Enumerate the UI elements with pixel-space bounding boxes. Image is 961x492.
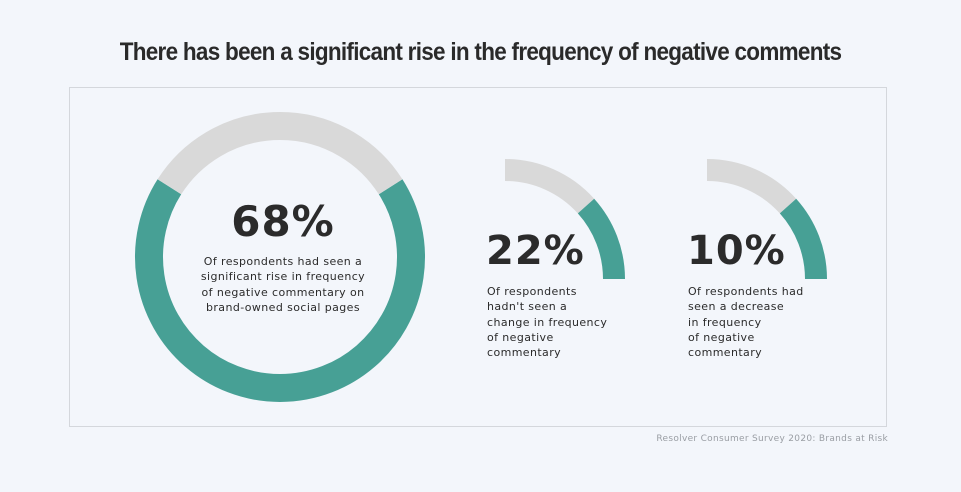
description-line: significant rise in frequency (200, 270, 366, 284)
chart-panel (69, 87, 887, 427)
value-label-68: 68% (231, 197, 335, 246)
gauge-track (706, 159, 797, 214)
page-title: There has been a significant rise in the… (119, 38, 842, 66)
description-line: Of respondents had (688, 285, 804, 298)
description-22: Of respondents hadn't seen a change in fre… (487, 284, 607, 360)
source-note: Resolver Consumer Survey 2020: Brands at… (656, 434, 888, 444)
description-line: Of respondents had seen a (203, 255, 363, 268)
description-10: Of respondents had seen a decrease in freq… (688, 284, 804, 360)
description-68: Of respondents had seen a significant ris… (180, 254, 386, 315)
donut-68 (135, 112, 425, 402)
description-line: Of respondents (487, 285, 577, 298)
gauge-value (577, 198, 625, 280)
gauge-value (779, 198, 827, 280)
description-line: in frequency (688, 315, 762, 329)
description-line: of negative (688, 330, 755, 344)
description-line: change in frequency (487, 315, 608, 329)
gauge-22 (504, 159, 625, 280)
description-line: of negative (487, 330, 554, 344)
description-line: seen a decrease (688, 300, 785, 314)
value-label-10: 10% (687, 228, 786, 274)
description-line: commentary (688, 346, 763, 360)
description-line: hadn't seen a (487, 300, 568, 314)
value-label-22: 22% (486, 228, 585, 274)
donut-segment-remainder (157, 112, 403, 195)
description-line: of negative commentary on (201, 285, 365, 299)
gauge-track (504, 159, 595, 214)
description-line: commentary (487, 346, 562, 360)
donut-segment-value (135, 179, 425, 402)
gauge-10 (706, 159, 827, 280)
description-line: brand-owned social pages (206, 300, 360, 314)
